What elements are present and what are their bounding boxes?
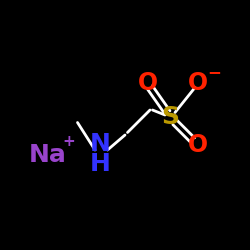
Text: Na: Na: [28, 143, 66, 167]
Text: N: N: [90, 132, 110, 156]
Text: H: H: [90, 152, 110, 176]
Text: O: O: [188, 133, 208, 157]
Text: −: −: [207, 64, 221, 82]
Text: O: O: [138, 70, 158, 94]
Text: +: +: [62, 134, 75, 149]
Text: O: O: [188, 70, 208, 94]
Text: S: S: [161, 106, 179, 130]
